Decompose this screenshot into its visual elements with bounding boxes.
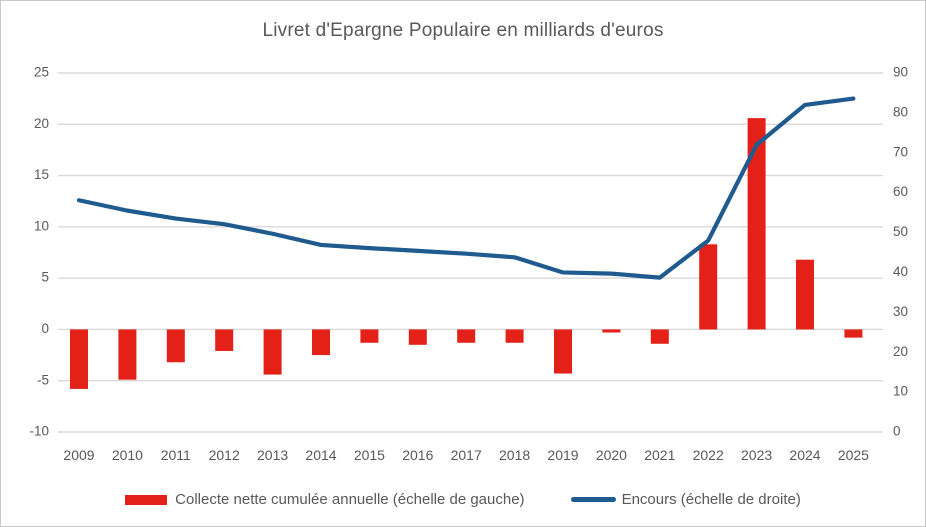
y-axis-right-tick-label: 90: [893, 65, 908, 80]
y-axis-left-tick-label: 5: [41, 270, 49, 285]
encours-line: [76, 96, 856, 280]
x-axis-label-2022: 2022: [693, 447, 724, 463]
y-axis-right-tick-label: 10: [893, 384, 908, 399]
y-axis-right-tick-label: 70: [893, 144, 908, 159]
x-axis-label-2013: 2013: [257, 447, 288, 463]
bar-2021: [650, 329, 669, 344]
y-axis-left-tick-label: 10: [34, 218, 49, 233]
x-axis-label-2019: 2019: [547, 447, 578, 463]
bar-2023: [747, 118, 766, 330]
bar-2009: [70, 329, 88, 389]
y-axis-right-tick-label: 20: [893, 344, 908, 359]
legend-item-collecte: Collecte nette cumulée annuelle (échelle…: [125, 491, 525, 508]
y-axis-left-tick-label: 25: [34, 65, 49, 80]
y-axis-left-tick-label: -10: [29, 424, 49, 439]
x-axis-label-2024: 2024: [789, 447, 820, 463]
x-axis-label-2014: 2014: [305, 447, 336, 463]
x-axis-label-2020: 2020: [596, 447, 627, 463]
y-axis-right-tick-label: 80: [893, 104, 908, 119]
y-axis-left-tick-label: 15: [34, 167, 49, 182]
y-axis-right-tick-label: 0: [893, 424, 901, 439]
x-axis-label-2021: 2021: [644, 447, 675, 463]
x-axis-label-2016: 2016: [402, 447, 433, 463]
x-axis-label-2023: 2023: [741, 447, 772, 463]
bar-2020: [602, 329, 621, 333]
x-axis-label-2010: 2010: [112, 447, 143, 463]
x-axis-label-2011: 2011: [161, 447, 191, 463]
x-axis-label-2017: 2017: [451, 447, 482, 463]
bar-2011: [166, 329, 185, 363]
bar-2015: [360, 329, 379, 343]
y-axis-left-tick-label: 0: [41, 321, 49, 336]
bar-2013: [263, 329, 282, 375]
x-axis-label-2018: 2018: [499, 447, 530, 463]
y-axis-left-tick-label: -5: [37, 372, 49, 387]
y-axis-right-tick-label: 40: [893, 264, 908, 279]
x-axis-label-2009: 2009: [63, 447, 94, 463]
x-axis-label-2015: 2015: [354, 447, 385, 463]
x-axis-label-2025: 2025: [838, 447, 869, 463]
chart-legend: Collecte nette cumulée annuelle (échelle…: [1, 491, 925, 508]
legend-item-encours: Encours (échelle de droite): [570, 491, 801, 508]
bar-2016: [408, 329, 427, 345]
bar-2014: [312, 329, 330, 356]
legend-bar-swatch-icon: [125, 494, 168, 505]
bar-2017: [457, 329, 476, 343]
y-axis-right-tick-label: 50: [893, 224, 908, 239]
y-axis-right-tick-label: 30: [893, 304, 908, 319]
chart-title: Livret d'Epargne Populaire en milliards …: [262, 20, 664, 41]
bar-2022: [699, 244, 718, 330]
y-axis-right-tick-label: 60: [893, 184, 908, 199]
bar-2025: [844, 329, 863, 338]
legend-line-swatch-icon: [570, 497, 616, 502]
bar-2018: [505, 329, 524, 343]
bar-2012: [215, 329, 234, 351]
legend-label-encours: Encours (échelle de droite): [621, 491, 801, 508]
y-axis-left-tick-label: 20: [34, 116, 49, 131]
x-axis-label-2012: 2012: [209, 447, 240, 463]
bar-2019: [554, 329, 572, 374]
legend-label-collecte: Collecte nette cumulée annuelle (échelle…: [175, 491, 525, 508]
bar-2010: [118, 329, 137, 380]
bar-2024: [796, 259, 814, 330]
